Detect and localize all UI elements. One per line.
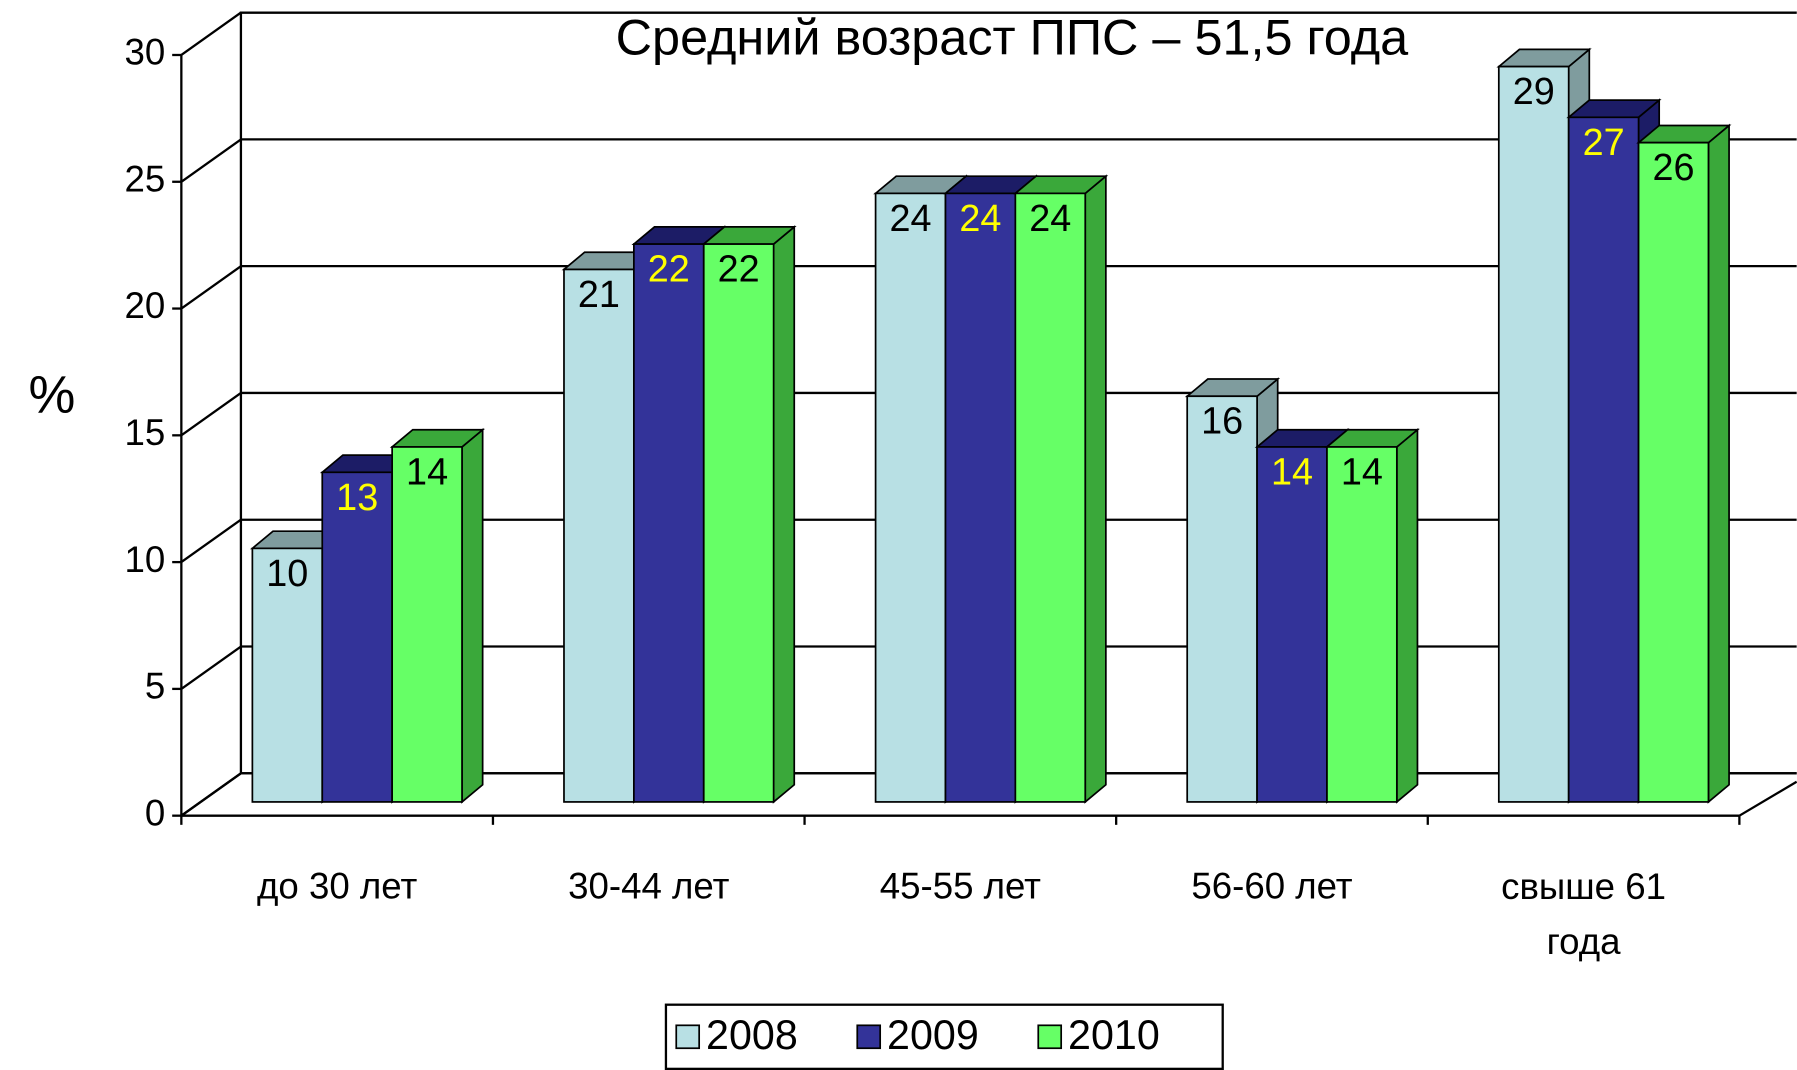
bar [633,243,705,803]
grid-line [180,645,242,690]
x-tick-label: до 30 лет [257,866,417,907]
bar [391,446,463,803]
bar [563,268,635,803]
bar [1567,116,1640,803]
y-tick-label: 30 [125,32,166,73]
grid-line [180,265,242,310]
value-label: 14 [1341,451,1383,493]
value-label: 21 [578,274,620,316]
bar [251,547,324,803]
y-tick-label: 10 [125,539,166,580]
x-tick-label: 45-55 лет [880,866,1041,907]
bar [874,192,947,803]
legend-swatch [1037,1024,1063,1050]
y-tick-label: 25 [125,158,166,199]
bar-side [1084,174,1107,804]
grid-line [180,11,242,56]
bar [1186,395,1258,803]
bar [1637,141,1710,803]
y-tick-label: 20 [125,285,166,326]
value-label: 29 [1513,71,1555,113]
bar-side [1395,427,1419,804]
value-label: 26 [1652,147,1694,189]
x-tick-label: свыше 61 года [1501,866,1666,962]
grid-line [180,138,242,183]
value-label: 22 [648,249,690,291]
y-tick-label: 0 [145,792,165,833]
bar [702,243,775,803]
bar-side [461,427,484,804]
x-tick-label: 30-44 лет [568,866,729,907]
bar [1256,446,1328,803]
grid-line [180,518,242,564]
bar-side [772,225,796,804]
grid-line [180,772,242,817]
bar [1014,192,1087,803]
value-label: 13 [336,477,378,519]
legend-label: 2010 [1068,1012,1160,1058]
y-axis-label: % [28,366,75,425]
y-tick-label: 5 [145,666,165,707]
bar [1326,446,1398,803]
value-label: 14 [406,451,448,493]
value-label: 24 [890,198,932,240]
value-label: 10 [266,553,308,595]
legend-label: 2008 [706,1012,798,1058]
x-tick-label: 56-60 лет [1191,866,1352,907]
y-tick-label: 15 [125,412,166,453]
legend-swatch [675,1024,701,1050]
value-label: 14 [1271,451,1313,493]
legend-swatch [856,1024,882,1050]
bar [944,192,1017,803]
chart-title: Средний возраст ППС – 51,5 года [616,9,1409,66]
value-label: 24 [1029,198,1071,240]
value-label: 16 [1201,401,1243,443]
legend-label: 2009 [887,1012,979,1058]
grid-line [180,392,242,437]
value-label: 24 [959,198,1001,240]
value-label: 27 [1583,122,1625,164]
bar [1497,65,1570,803]
bar-side [1707,123,1730,804]
bar [321,471,393,803]
legend-box [664,1003,1224,1070]
value-label: 22 [718,249,760,291]
